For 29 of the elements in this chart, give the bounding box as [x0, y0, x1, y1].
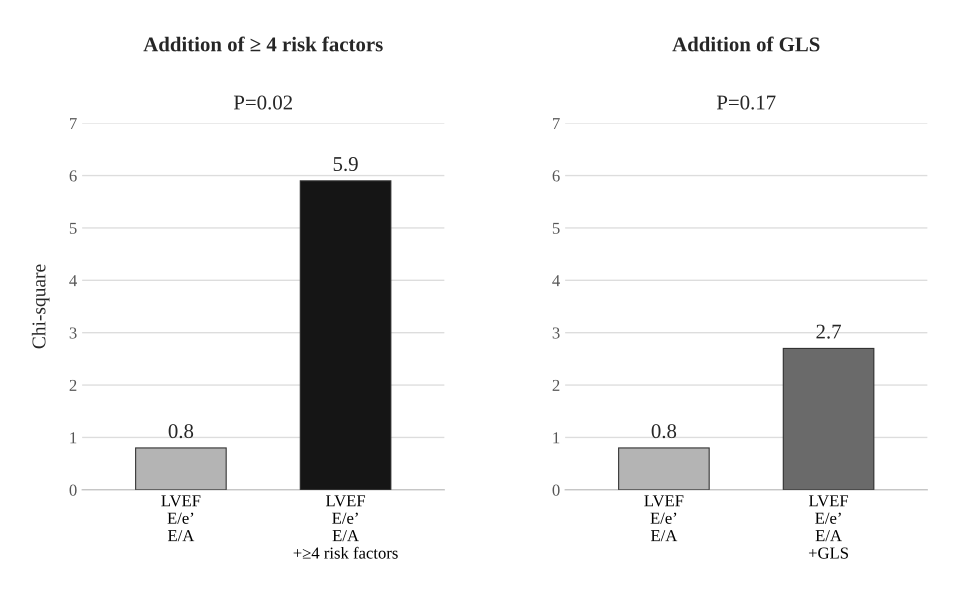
- y-tick-label: 0: [70, 484, 77, 496]
- y-tick-label: 5: [70, 222, 77, 234]
- y-tick-label: 1: [70, 432, 76, 444]
- y-tick-label: 2: [70, 380, 76, 391]
- x-tick-label: LVEF E/e’ E/A +GLS: [808, 495, 848, 559]
- y-tick-label: 4: [69, 275, 77, 286]
- x-tick-label: LVEF E/e’ E/A: [161, 495, 200, 542]
- y-tick-label: 6: [552, 170, 560, 182]
- data-label: 5.9: [334, 157, 358, 172]
- chart-subtitle: P=0.02: [234, 95, 292, 110]
- data-label: 0.8: [652, 424, 676, 438]
- data-label: 0.8: [168, 424, 194, 438]
- y-tick-label: 2: [552, 380, 560, 391]
- x-tick-label: LVEF E/e’ E/A: [644, 495, 684, 542]
- chart-title: Addition of ≥ 4 risk factors: [143, 36, 383, 52]
- y-tick-label: 1: [553, 432, 560, 444]
- data-label: 2.7: [816, 324, 841, 339]
- y-tick-label: 3: [552, 327, 560, 339]
- y-tick-label: 3: [70, 327, 77, 339]
- y-tick-label: 7: [553, 118, 560, 129]
- y-axis-title: Chi-square: [32, 264, 50, 348]
- y-tick-label: 0: [552, 484, 560, 496]
- y-tick-label: 5: [552, 222, 560, 234]
- y-tick-label: 4: [552, 275, 560, 286]
- y-tick-label: 7: [70, 118, 77, 129]
- y-tick-label: 6: [70, 170, 77, 182]
- chart-subtitle: P=0.17: [716, 95, 776, 110]
- chart-title: Addition of GLS: [672, 36, 820, 52]
- x-tick-label: LVEF E/e’ E/A +≥4 risk factors: [294, 495, 398, 559]
